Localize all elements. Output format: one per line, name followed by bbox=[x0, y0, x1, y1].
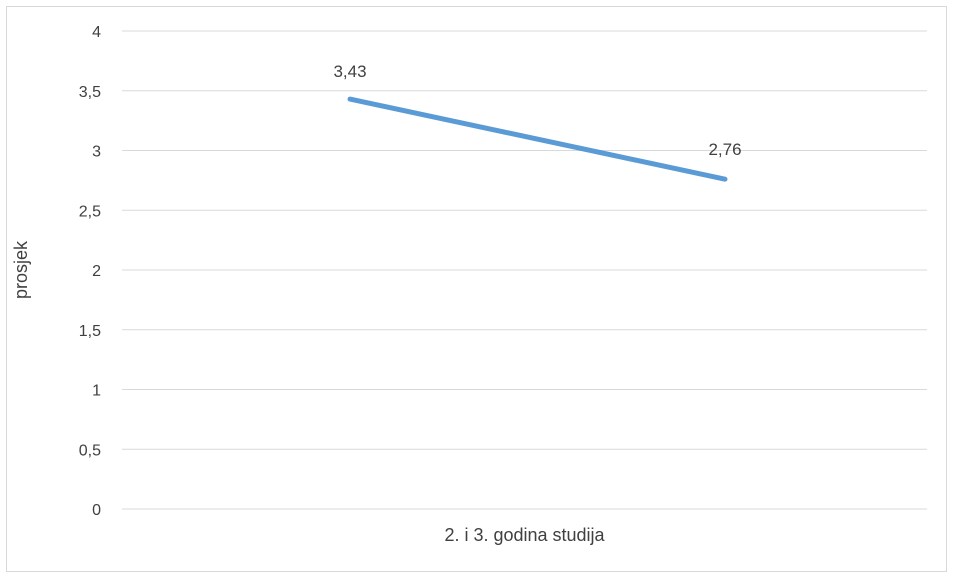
x-category-label: 2. i 3. godina studija bbox=[444, 525, 605, 545]
series-line bbox=[347, 96, 728, 182]
y-axis-title: prosjek bbox=[11, 240, 31, 299]
data-label: 2,76 bbox=[708, 140, 741, 159]
y-tick-label: 1 bbox=[92, 383, 101, 400]
y-tick-label: 1,5 bbox=[79, 323, 101, 340]
y-tick-label: 2,5 bbox=[79, 203, 101, 220]
data-labels: 3,43 2,76 bbox=[333, 62, 741, 159]
series-layer bbox=[347, 96, 728, 182]
y-tick-label: 3 bbox=[92, 144, 101, 161]
y-tick-label: 4 bbox=[92, 24, 101, 41]
y-tick-label: 0 bbox=[92, 502, 101, 519]
y-tick-label: 2 bbox=[92, 263, 101, 280]
y-axis-ticks: 0 0,5 1 1,5 2 2,5 3 3,5 4 bbox=[79, 24, 101, 519]
data-label: 3,43 bbox=[333, 62, 366, 81]
chart-frame bbox=[6, 6, 947, 572]
gridlines bbox=[122, 30, 927, 510]
y-tick-label: 3,5 bbox=[79, 84, 101, 101]
y-tick-label: 0,5 bbox=[79, 442, 101, 459]
